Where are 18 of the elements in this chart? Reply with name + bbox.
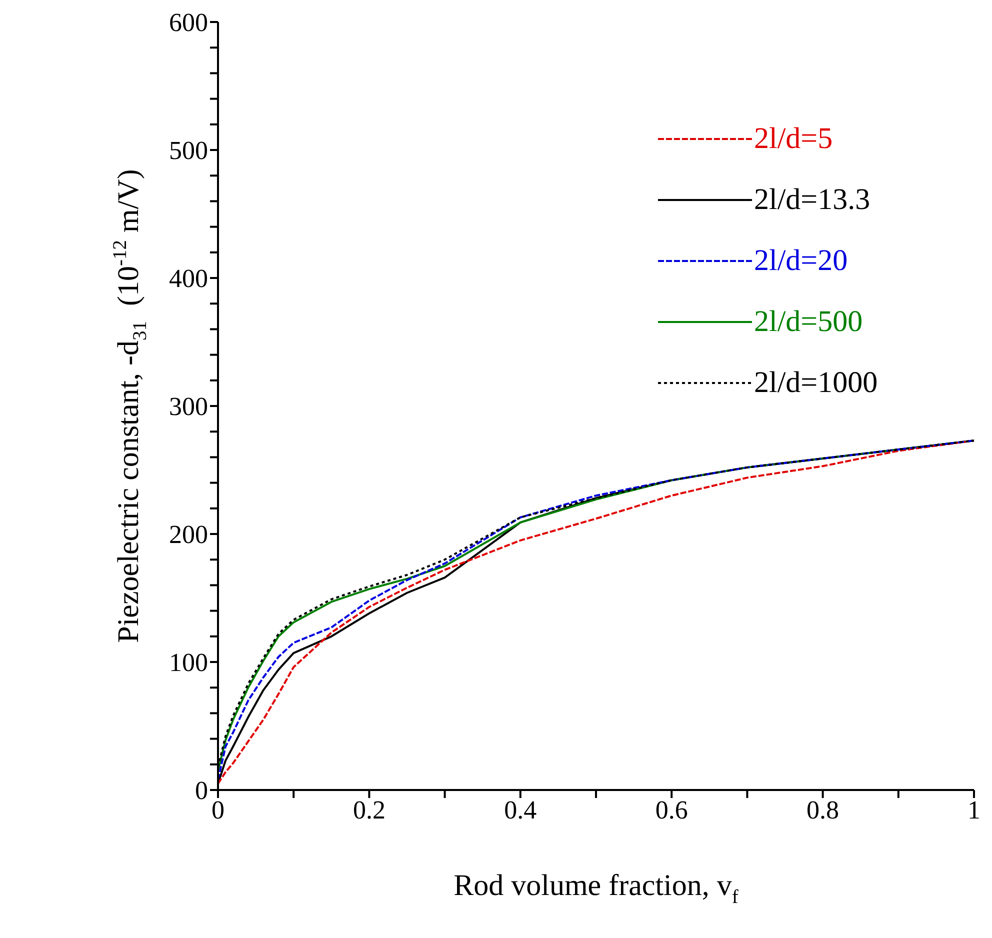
x-tick-label: 1 (968, 795, 980, 824)
x-tick-label: 0.6 (655, 795, 688, 824)
legend-label: 2l/d=500 (754, 304, 863, 338)
legend-label: 2l/d=1000 (754, 366, 878, 400)
y-tick-label: 0 (195, 776, 208, 806)
legend-label: 2l/d=20 (754, 244, 848, 278)
y-tick-label: 400 (169, 264, 208, 294)
x-axis-title: Rod volume fraction, v$_{f}$ (454, 869, 739, 908)
legend-label: 2l/d=13.3 (754, 182, 870, 216)
x-tick-label: 0.4 (504, 795, 537, 824)
y-tick-label: 600 (169, 8, 208, 38)
legend-label: 2l/d=5 (754, 122, 833, 156)
x-tick-label: 0.2 (352, 795, 386, 824)
x-tick-label: 0.8 (806, 795, 840, 824)
y-tick-label: 100 (169, 648, 208, 678)
y-tick-label: 300 (169, 392, 208, 422)
y-tick-label: 200 (169, 520, 208, 550)
y-tick-label: 500 (169, 136, 208, 166)
